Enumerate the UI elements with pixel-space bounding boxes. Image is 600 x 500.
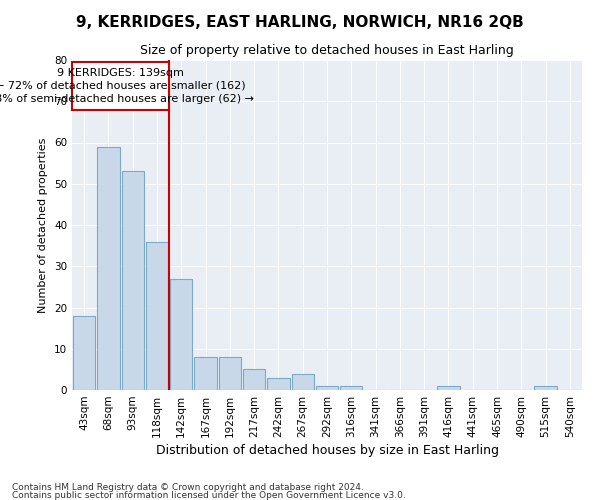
FancyBboxPatch shape [72,62,169,110]
Bar [316,386,338,390]
Bar [170,278,193,390]
Text: Contains HM Land Registry data © Crown copyright and database right 2024.: Contains HM Land Registry data © Crown c… [12,484,364,492]
Bar [97,146,119,390]
Bar [267,378,290,390]
Bar [194,357,217,390]
Bar [146,242,168,390]
Text: 9 KERRIDGES: 139sqm: 9 KERRIDGES: 139sqm [57,68,184,78]
Bar [437,386,460,390]
Title: Size of property relative to detached houses in East Harling: Size of property relative to detached ho… [140,44,514,58]
Text: ← 72% of detached houses are smaller (162): ← 72% of detached houses are smaller (16… [0,80,246,90]
Bar [73,316,95,390]
Bar [340,386,362,390]
Bar [218,357,241,390]
Bar [122,172,144,390]
X-axis label: Distribution of detached houses by size in East Harling: Distribution of detached houses by size … [155,444,499,457]
Y-axis label: Number of detached properties: Number of detached properties [38,138,49,312]
Text: 28% of semi-detached houses are larger (62) →: 28% of semi-detached houses are larger (… [0,94,254,104]
Bar [535,386,557,390]
Bar [292,374,314,390]
Bar [243,370,265,390]
Text: 9, KERRIDGES, EAST HARLING, NORWICH, NR16 2QB: 9, KERRIDGES, EAST HARLING, NORWICH, NR1… [76,15,524,30]
Text: Contains public sector information licensed under the Open Government Licence v3: Contains public sector information licen… [12,490,406,500]
